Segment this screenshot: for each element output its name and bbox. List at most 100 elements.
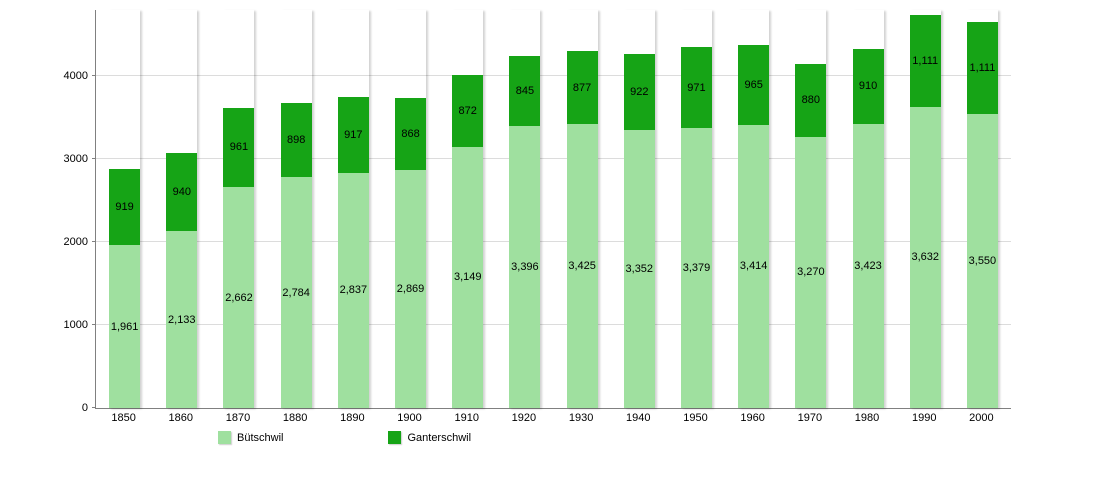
bar-slot: 3,550 1,111 <box>954 10 1011 408</box>
x-tick-label: 2000 <box>969 412 994 424</box>
segment-butschwil: 3,550 <box>966 113 998 408</box>
bar-slot: 2,784 898 <box>268 10 325 408</box>
x-tick-label: 1970 <box>797 412 823 424</box>
segment-butschwil: 2,837 <box>337 172 369 408</box>
value-label: 880 <box>801 94 821 107</box>
bar-1850: 1,961 919 <box>109 10 141 408</box>
segment-ganterschwil: 917 <box>337 96 369 173</box>
bar-1960: 3,414 965 <box>738 10 770 408</box>
bar-2000: 3,550 1,111 <box>966 10 998 408</box>
segment-butschwil: 3,632 <box>909 106 941 408</box>
segment-ganterschwil: 877 <box>566 51 598 125</box>
segment-butschwil: 2,784 <box>280 177 312 408</box>
segment-butschwil: 3,423 <box>852 124 884 408</box>
x-tick-label: 1930 <box>568 412 594 424</box>
x-tick-label: 1870 <box>225 412 251 424</box>
value-label: 868 <box>401 128 420 141</box>
bar-slot: 3,352 922 <box>611 10 668 408</box>
value-label: 922 <box>630 85 649 98</box>
bar-1970: 3,270 880 <box>795 10 827 408</box>
segment-ganterschwil: 971 <box>680 47 712 128</box>
gridline <box>96 241 1011 243</box>
value-label: 917 <box>344 128 363 141</box>
value-label: 3,149 <box>453 271 482 284</box>
segment-butschwil: 3,270 <box>795 136 827 408</box>
x-tick-label: 1990 <box>911 412 937 424</box>
bar-1940: 3,352 922 <box>623 10 655 408</box>
segment-butschwil: 3,149 <box>452 146 484 408</box>
y-tick-label: 4000 <box>63 70 88 83</box>
x-tick-label: 1880 <box>282 412 308 424</box>
segment-ganterschwil: 1,111 <box>966 21 998 114</box>
gridline <box>96 158 1011 160</box>
bar-1910: 3,149 872 <box>452 10 484 408</box>
y-tick-label: 1000 <box>63 319 88 332</box>
value-label: 2,837 <box>339 284 368 297</box>
bar-slot: 3,423 910 <box>839 10 896 408</box>
value-label: 877 <box>572 81 592 94</box>
x-tick-label: 1920 <box>511 412 537 424</box>
x-tick-label: 1910 <box>454 412 479 424</box>
segment-ganterschwil: 880 <box>795 63 827 137</box>
value-label: 3,414 <box>739 260 768 273</box>
bar-1870: 2,662 961 <box>223 10 255 408</box>
bar-slot: 3,396 845 <box>496 10 553 408</box>
segment-ganterschwil: 961 <box>223 107 255 188</box>
value-label: 3,270 <box>797 266 825 279</box>
bar-slot: 3,149 872 <box>439 10 496 408</box>
bar-slot: 2,837 917 <box>325 10 382 408</box>
segment-butschwil: 3,379 <box>680 127 712 408</box>
value-label: 2,133 <box>168 313 196 326</box>
bar-1860: 2,133 940 <box>166 10 198 408</box>
value-label: 971 <box>687 81 706 94</box>
segment-butschwil: 3,414 <box>738 124 770 408</box>
bar-1990: 3,632 1,111 <box>909 10 941 408</box>
bar-1880: 2,784 898 <box>280 10 312 408</box>
bar-1930: 3,425 877 <box>566 10 598 408</box>
bar-1890: 2,837 917 <box>337 10 369 408</box>
x-tick-label: 1950 <box>683 412 708 424</box>
segment-butschwil: 2,133 <box>166 231 198 408</box>
value-label: 961 <box>229 141 249 154</box>
bar-slot: 3,270 880 <box>782 10 839 408</box>
segment-ganterschwil: 919 <box>109 169 141 246</box>
gridline <box>96 75 1011 77</box>
segment-ganterschwil: 910 <box>852 48 884 125</box>
segment-ganterschwil: 940 <box>166 153 198 232</box>
value-label: 1,111 <box>969 61 996 74</box>
segment-butschwil: 2,662 <box>223 187 255 408</box>
legend-swatch-butschwil <box>218 431 231 444</box>
bar-slot: 3,632 1,111 <box>897 10 954 408</box>
y-tick-label: 2000 <box>63 236 88 249</box>
x-tick-label: 1940 <box>626 412 651 424</box>
segment-ganterschwil: 922 <box>623 53 655 131</box>
segment-ganterschwil: 965 <box>738 44 770 125</box>
value-label: 3,550 <box>968 254 997 267</box>
value-label: 2,784 <box>282 286 310 299</box>
value-label: 2,869 <box>396 283 425 296</box>
value-label: 1,111 <box>912 54 939 67</box>
legend-item-butschwil: Bütschwil <box>218 431 283 444</box>
segment-butschwil: 1,961 <box>109 245 141 408</box>
y-tick-label: 3000 <box>63 153 88 166</box>
bar-1950: 3,379 971 <box>680 10 712 408</box>
bar-slot: 3,379 971 <box>668 10 725 408</box>
segment-butschwil: 2,869 <box>395 170 427 408</box>
x-tick-label: 1860 <box>168 412 194 424</box>
value-label: 910 <box>858 80 878 93</box>
value-label: 3,425 <box>568 260 596 272</box>
value-label: 898 <box>286 133 306 146</box>
value-label: 3,423 <box>854 260 882 273</box>
value-label: 919 <box>115 201 134 214</box>
x-axis: 1850 1860 1870 1880 1890 1900 1910 1920 1930 1940… <box>95 412 1010 424</box>
bar-1980: 3,423 910 <box>852 10 884 408</box>
segment-ganterschwil: 872 <box>452 74 484 147</box>
legend-item-ganterschwil: Ganterschwil <box>388 431 471 444</box>
bar-slot: 3,425 877 <box>554 10 611 408</box>
value-label: 2,662 <box>225 291 253 304</box>
x-tick-label: 1980 <box>854 412 880 424</box>
value-label: 965 <box>744 78 763 91</box>
gridline <box>96 324 1011 326</box>
x-tick-label: 1900 <box>397 412 422 424</box>
legend-label-ganterschwil: Ganterschwil <box>407 431 472 444</box>
